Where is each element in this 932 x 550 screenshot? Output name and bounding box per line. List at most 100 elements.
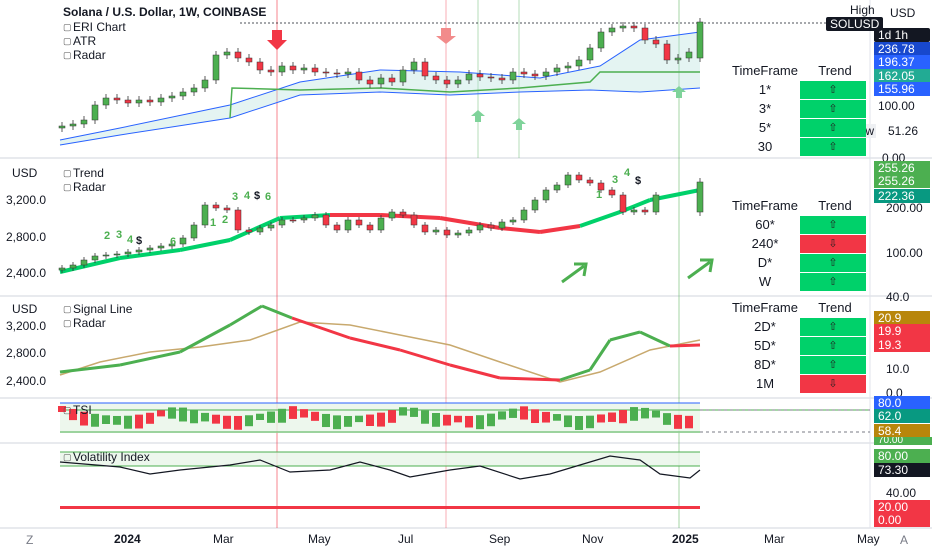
legend-item[interactable]: ▢ ERI Chart: [63, 20, 126, 34]
left-axis-label: 3,200.0: [6, 193, 47, 207]
left-axis-label: 2,400.0: [6, 266, 47, 280]
candle-body: [432, 75, 440, 81]
table-header: Trend: [818, 198, 852, 213]
eye-icon[interactable]: ▢: [63, 22, 72, 32]
candle-body: [674, 57, 682, 61]
eye-icon[interactable]: ▢: [63, 452, 72, 462]
candle-body: [300, 217, 308, 221]
tsi-bar: [91, 413, 99, 427]
tsi-bar: [58, 406, 66, 412]
candle-body: [509, 219, 517, 223]
candle-body: [586, 179, 594, 184]
x-axis-label: May: [857, 532, 880, 546]
legend-item[interactable]: ▢ Signal Line: [63, 302, 133, 316]
candle-body: [311, 67, 319, 73]
table-row: 30 ⇧: [730, 137, 870, 156]
tsi-bar: [454, 415, 462, 423]
candle-body: [344, 219, 352, 231]
candle-body: [168, 95, 176, 99]
trend-up-icon: ⇧: [800, 99, 866, 118]
currency-label[interactable]: USD: [890, 6, 916, 20]
candle-body: [399, 69, 407, 83]
tsi-bar: [674, 414, 682, 429]
auto-scale-button[interactable]: A: [900, 533, 909, 547]
candle-body: [366, 79, 374, 85]
signal-label: 1: [596, 189, 603, 201]
timeframe-cell: 60*: [755, 217, 775, 232]
signal-line-segment: [399, 348, 451, 367]
eye-icon[interactable]: ▢: [63, 182, 72, 192]
tsi-bar: [267, 411, 275, 423]
legend-item[interactable]: ▢ Radar: [63, 316, 106, 330]
candle-body: [212, 204, 220, 209]
legend-item[interactable]: ▢ Radar: [63, 48, 106, 62]
candle-body: [212, 54, 220, 81]
tsi-bar: [575, 415, 583, 430]
eye-icon[interactable]: ▢: [63, 50, 72, 60]
indicator-tag: 0.00: [874, 513, 930, 527]
signal-line-segment: [639, 330, 671, 348]
candle-body: [289, 65, 297, 71]
signal-label: $: [136, 235, 143, 247]
pane4-legend[interactable]: ▢ TSI: [63, 403, 92, 417]
signal-label: 3: [116, 229, 123, 241]
signal-line-segment: [588, 339, 612, 371]
candle-body: [80, 119, 88, 125]
candle-body: [619, 25, 627, 29]
trend-up-icon: ⇧: [800, 80, 866, 99]
x-axis-label: Jul: [398, 532, 414, 546]
tsi-bar: [124, 415, 132, 429]
candle-body: [124, 99, 132, 104]
pane5-legend[interactable]: ▢ Volatility Index: [63, 450, 150, 464]
tsi-bar: [168, 407, 176, 419]
candle-body: [641, 27, 649, 41]
candle-body: [245, 229, 253, 233]
x-axis-label: Mar: [764, 532, 785, 546]
eye-icon[interactable]: ▢: [63, 36, 72, 46]
candle-body: [179, 91, 187, 97]
pane1-legend: ▢ ERI Chart ▢ ATR ▢ Radar: [63, 20, 126, 62]
left-axis-label: 3,200.0: [6, 319, 47, 333]
candle-body: [58, 267, 66, 271]
tsi-bar: [652, 410, 660, 418]
indicator-tag: 19.9: [874, 324, 930, 338]
left-axis-label: 2,800.0: [6, 230, 47, 244]
candle-body: [234, 209, 242, 231]
legend-item[interactable]: ▢ Radar: [63, 180, 106, 194]
eye-icon[interactable]: ▢: [63, 405, 72, 415]
tsi-bar: [333, 415, 341, 430]
interval-tag: 1d 1h: [874, 28, 930, 42]
tsi-bar: [432, 412, 440, 427]
x-axis-label: 2024: [114, 532, 141, 546]
eye-icon[interactable]: ▢: [63, 318, 72, 328]
candle-body: [531, 199, 539, 211]
trend-up-icon: ⇧: [800, 253, 866, 272]
candle-body: [432, 229, 440, 233]
candle-body: [146, 247, 154, 251]
candle-body: [487, 224, 495, 229]
zoom-z-button[interactable]: Z: [26, 533, 34, 547]
signal-label: 4: [127, 234, 134, 246]
eye-icon[interactable]: ▢: [63, 304, 72, 314]
candle-body: [190, 87, 198, 93]
legend-item[interactable]: ▢ ATR: [63, 34, 97, 48]
candle-body: [113, 97, 121, 101]
trend-line-segment: [579, 210, 621, 228]
legend-item[interactable]: ▢ Trend: [63, 166, 104, 180]
left-axis-label: 2,400.0: [6, 374, 47, 388]
trend-line-segment: [229, 216, 281, 242]
currency-label[interactable]: USD: [12, 166, 38, 180]
axis-label: 40.0: [886, 290, 910, 304]
eye-icon[interactable]: ▢: [63, 168, 72, 178]
currency-label[interactable]: USD: [12, 302, 38, 316]
candle-body: [663, 43, 671, 61]
table-row: 2D* ⇧: [730, 317, 870, 336]
x-axis-label: 2025: [672, 532, 699, 546]
indicator-tag: 73.30: [874, 463, 930, 477]
candle-body: [311, 214, 319, 219]
candle-body: [256, 61, 264, 71]
candle-body: [575, 174, 583, 181]
indicator-tag: 19.3: [874, 338, 930, 352]
tsi-bar: [564, 415, 572, 428]
